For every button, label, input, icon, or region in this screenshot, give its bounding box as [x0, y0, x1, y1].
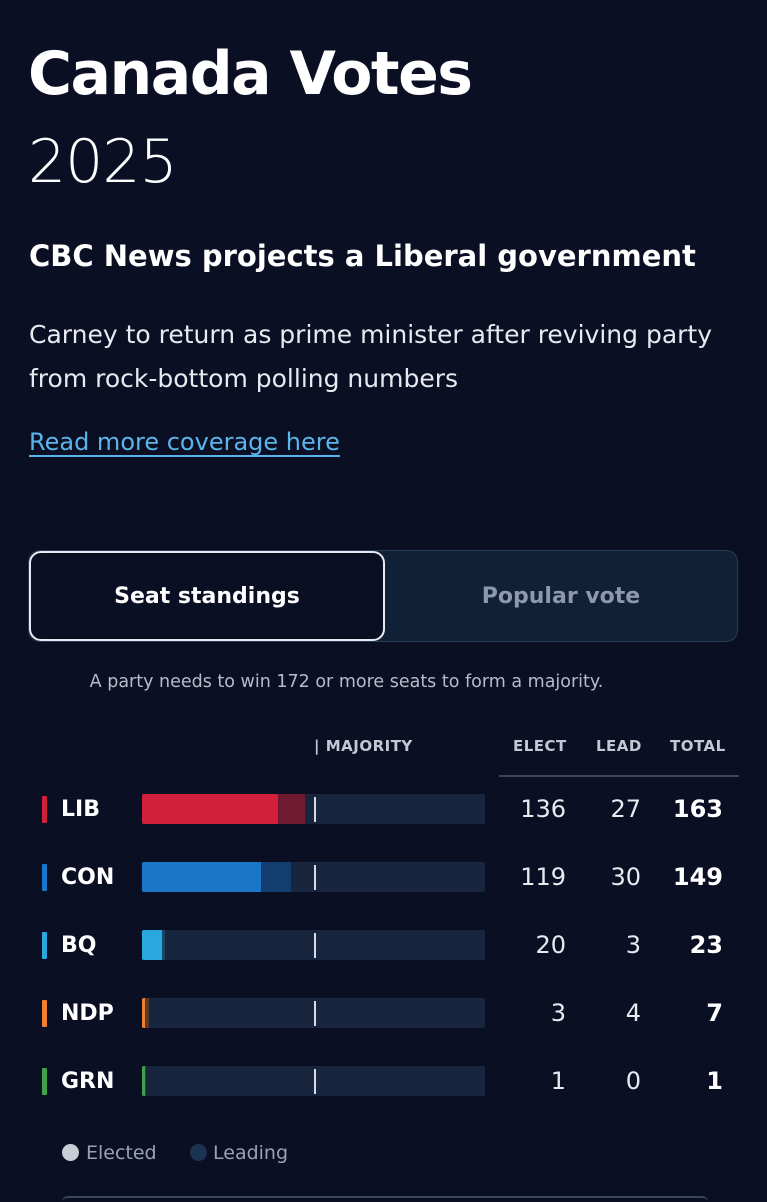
seat-bar-track — [142, 998, 485, 1028]
leading-legend-label: Leading — [213, 1142, 289, 1164]
tab-seat-standings[interactable]: Seat standings — [29, 551, 385, 641]
party-row-ndp: NDP 3 4 7 — [0, 994, 767, 1034]
seat-bar-track — [142, 794, 485, 824]
leading-count: 0 — [625, 1067, 641, 1095]
leading-count: 30 — [610, 863, 641, 891]
elected-count: 136 — [520, 795, 566, 823]
seat-bar-track — [142, 930, 485, 960]
next-card-edge — [62, 1196, 708, 1202]
total-count: 7 — [706, 999, 723, 1027]
headline: CBC News projects a Liberal government — [29, 239, 696, 273]
party-label: BQ — [61, 933, 97, 958]
party-label: NDP — [61, 1001, 114, 1026]
dek-text: Carney to return as prime minister after… — [29, 320, 713, 393]
total-header: TOTAL — [670, 737, 726, 755]
party-label: GRN — [61, 1069, 115, 1094]
total-count: 163 — [672, 795, 723, 823]
party-color-marker — [42, 1000, 47, 1027]
party-color-marker — [42, 932, 47, 959]
elected-seats-bar — [142, 1066, 145, 1096]
seat-bar-track — [142, 862, 485, 892]
tab-bar: Seat standings Popular vote — [28, 550, 738, 642]
total-count: 1 — [706, 1067, 723, 1095]
header-divider — [499, 775, 739, 777]
majority-marker-line — [314, 933, 316, 958]
party-row-con: CON 119 30 149 — [0, 858, 767, 898]
majority-note: A party needs to win 172 or more seats t… — [89, 672, 604, 692]
seat-bar-track — [142, 1066, 485, 1096]
total-count: 23 — [689, 931, 723, 959]
leading-seats-bar — [142, 998, 149, 1028]
leading-count: 3 — [625, 931, 641, 959]
elected-count: 3 — [550, 999, 566, 1027]
elected-count: 119 — [520, 863, 566, 891]
party-color-marker — [42, 864, 47, 891]
party-label: LIB — [61, 797, 100, 822]
total-count: 149 — [672, 863, 723, 891]
read-more-link[interactable]: Read more coverage here — [29, 428, 340, 456]
elected-legend-label: Elected — [86, 1142, 157, 1164]
majority-marker-line — [314, 865, 316, 890]
majority-marker-line — [314, 1069, 316, 1094]
elected-seats-bar — [142, 998, 145, 1028]
party-label: CON — [61, 865, 115, 890]
page-year: 2025 — [28, 127, 178, 197]
leading-count: 4 — [625, 999, 641, 1027]
majority-marker-line — [314, 1001, 316, 1026]
party-row-bq: BQ 20 3 23 — [0, 926, 767, 966]
elected-count: 1 — [550, 1067, 566, 1095]
leading-count: 27 — [610, 795, 641, 823]
tab-popular-vote[interactable]: Popular vote — [481, 583, 641, 609]
party-row-lib: LIB 136 27 163 — [0, 790, 767, 830]
party-color-marker — [42, 796, 47, 823]
elected-count: 20 — [535, 931, 566, 959]
lead-header: LEAD — [596, 737, 642, 755]
party-color-marker — [42, 1068, 47, 1095]
elected-legend-swatch — [62, 1144, 79, 1161]
elected-seats-bar — [142, 930, 162, 960]
party-row-grn: GRN 1 0 1 — [0, 1062, 767, 1102]
elect-header: ELECT — [513, 737, 567, 755]
elected-seats-bar — [142, 794, 278, 824]
elected-seats-bar — [142, 862, 261, 892]
leading-legend-swatch — [190, 1144, 207, 1161]
page-title: Canada Votes — [28, 39, 473, 109]
majority-header: | MAJORITY — [314, 737, 413, 755]
majority-marker-line — [314, 797, 316, 822]
